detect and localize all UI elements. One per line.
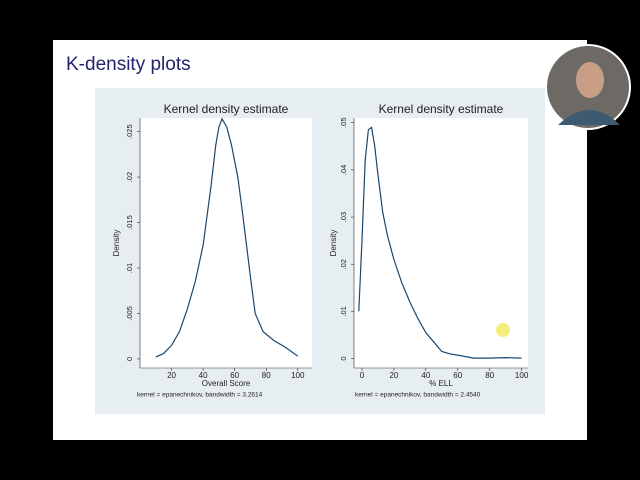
y-tick-label: .025 — [125, 124, 134, 139]
density-line — [155, 117, 299, 358]
y-axis-label: Density — [329, 230, 338, 257]
chart-title: Kernel density estimate — [164, 102, 289, 116]
cursor — [496, 323, 510, 337]
plot-area — [140, 118, 312, 368]
webcam-shirt — [558, 110, 620, 125]
x-tick-label: 60 — [230, 371, 239, 380]
webcam-face — [576, 62, 604, 98]
y-tick-label: .01 — [339, 306, 348, 316]
x-tick-label: 20 — [167, 371, 176, 380]
y-tick-label: .005 — [125, 306, 134, 321]
x-tick-label: 60 — [453, 371, 462, 380]
y-tick-label: .04 — [339, 165, 348, 175]
x-axis-label: Overall Score — [202, 379, 251, 388]
y-tick-label: 0 — [339, 356, 348, 360]
x-tick-label: 80 — [485, 371, 494, 380]
y-axis-label: Density — [112, 230, 121, 257]
x-tick-label: 100 — [515, 371, 529, 380]
y-tick-label: .02 — [339, 259, 348, 269]
chart-title: Kernel density estimate — [379, 102, 504, 116]
slide-title: K-density plots — [66, 54, 191, 75]
x-tick-label: 20 — [389, 371, 398, 380]
y-tick-label: .02 — [125, 172, 134, 182]
x-axis-label: % ELL — [429, 379, 453, 388]
y-tick-label: .03 — [339, 212, 348, 222]
density-line — [358, 126, 522, 359]
x-tick-label: 40 — [421, 371, 430, 380]
y-tick-label: .015 — [125, 215, 134, 230]
y-tick-label: 0 — [125, 357, 134, 361]
x-tick-label: 100 — [291, 371, 305, 380]
x-tick-label: 0 — [360, 371, 365, 380]
x-tick-label: 80 — [262, 371, 271, 380]
note: kernel = epanechnikov, bandwidth = 3.261… — [137, 392, 263, 399]
x-tick-label: 40 — [199, 371, 208, 380]
y-tick-label: .05 — [339, 117, 348, 127]
note: kernel = epanechnikov, bandwidth = 2.454… — [355, 392, 481, 399]
y-tick-label: .01 — [125, 263, 134, 273]
